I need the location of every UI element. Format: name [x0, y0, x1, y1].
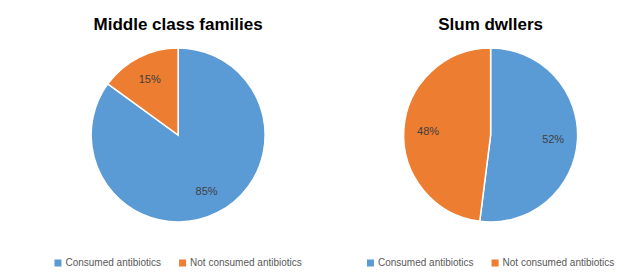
- pie-slice: [480, 48, 578, 222]
- legend-label: Consumed antibiotics: [65, 257, 161, 268]
- legend: Consumed antibiotics Not consumed antibio…: [54, 257, 301, 268]
- legend-item: Consumed antibiotics: [367, 257, 474, 268]
- legend-item: Consumed antibiotics: [54, 257, 161, 268]
- legend-label: Not consumed antibiotics: [503, 257, 615, 268]
- data-label: 48%: [417, 125, 439, 137]
- legend-swatch: [492, 260, 499, 267]
- chart-title: Middle class families: [94, 15, 263, 34]
- legend-label: Consumed antibiotics: [378, 257, 474, 268]
- pie: 52% 48%: [404, 48, 578, 222]
- pie-slice: [91, 48, 265, 222]
- pie-chart: Middle class families 85% 15% Consumed anti…: [54, 15, 301, 268]
- legend-item: Not consumed antibiotics: [492, 257, 615, 268]
- pie-slice: [404, 48, 491, 221]
- legend-swatch: [367, 260, 374, 267]
- legend-label: Not consumed antibiotics: [190, 257, 302, 268]
- legend-swatch: [54, 260, 61, 267]
- pie-slice: [108, 48, 178, 135]
- data-label: 15%: [139, 73, 161, 85]
- chart-title: Slum dwllers: [438, 15, 543, 34]
- legend: Consumed antibiotics Not consumed antibio…: [367, 257, 614, 268]
- data-label: 85%: [196, 185, 218, 197]
- legend-item: Not consumed antibiotics: [179, 257, 302, 268]
- pie: 85% 15%: [91, 48, 265, 222]
- data-label: 52%: [542, 133, 564, 145]
- pie-chart: Slum dwllers 52% 48% Consumed antibiotics No…: [367, 15, 614, 268]
- legend-swatch: [179, 260, 186, 267]
